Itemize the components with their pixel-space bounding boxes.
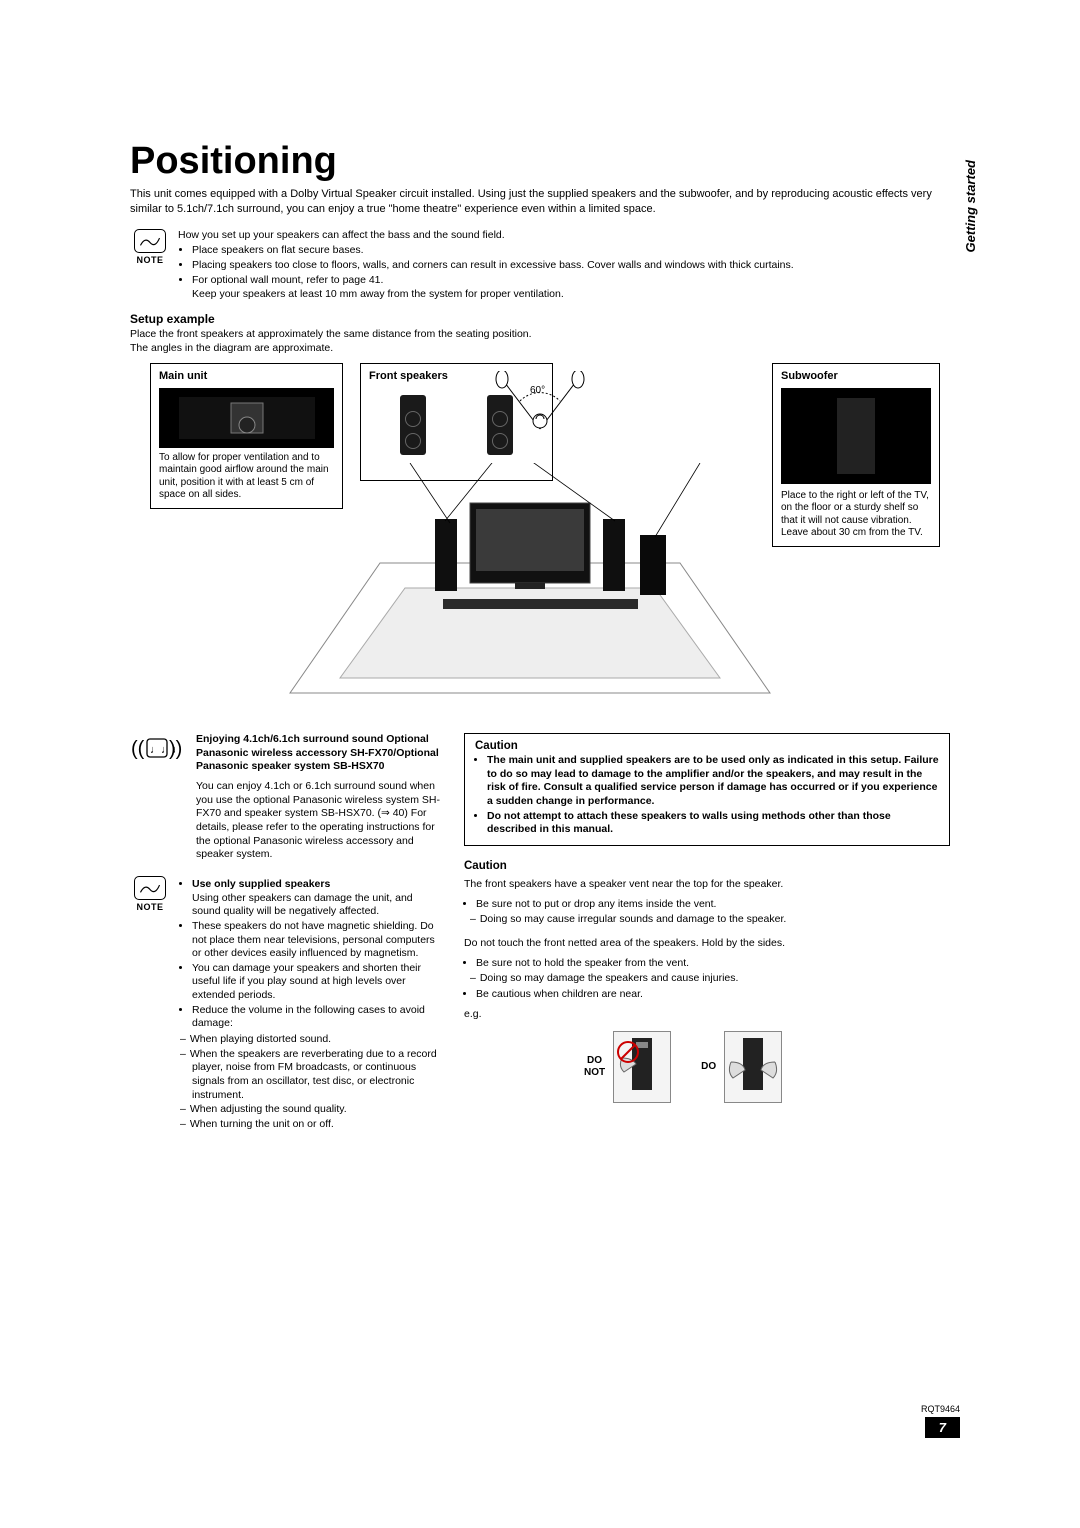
damage-item: You can damage your speakers and shorten… xyxy=(192,962,440,1003)
room-perspective xyxy=(280,463,780,723)
doc-code: RQT9464 xyxy=(921,1404,960,1414)
caution2-p2: Do not touch the front netted area of th… xyxy=(464,937,950,951)
caution2-title: Caution xyxy=(464,860,950,872)
dash-d4: When turning the unit on or off. xyxy=(192,1118,440,1132)
dash-d2: When the speakers are reverberating due … xyxy=(192,1048,440,1103)
caution2-eg: e.g. xyxy=(464,1008,950,1022)
note-label: NOTE xyxy=(136,255,163,265)
do-not-figure xyxy=(613,1031,671,1103)
section-tab: Getting started xyxy=(963,160,978,252)
note-b2: Placing speakers too close to floors, wa… xyxy=(192,259,794,273)
caution2-b1: Be sure not to put or drop any items ins… xyxy=(476,898,950,912)
caution2-b3: Be cautious when children are near. xyxy=(476,988,950,1002)
do-label: DO xyxy=(701,1061,716,1073)
page-title: Positioning xyxy=(130,140,950,183)
caution1-b2: Do not attempt to attach these speakers … xyxy=(487,810,939,837)
caution2-d1: Doing so may cause irregular sounds and … xyxy=(482,913,950,927)
note-icon xyxy=(134,876,166,900)
caution2-b2: Be sure not to hold the speaker from the… xyxy=(476,957,950,971)
caution2-p1: The front speakers have a speaker vent n… xyxy=(464,878,950,892)
do-dont-row: DONOT DO xyxy=(464,1031,950,1103)
do-not-label: DONOT xyxy=(584,1055,605,1079)
note-tail: Keep your speakers at least 10 mm away f… xyxy=(192,288,794,302)
use-only-item: Use only supplied speakersUsing other sp… xyxy=(192,878,440,919)
caution-box-1: Caution The main unit and supplied speak… xyxy=(464,733,950,846)
enjoy-text: You can enjoy 4.1ch or 6.1ch surround so… xyxy=(196,780,440,862)
subwoofer-box: Subwoofer Place to the right or left of … xyxy=(772,363,940,547)
dash-d3: When adjusting the sound quality. xyxy=(192,1103,440,1117)
note-icon xyxy=(134,229,166,253)
svg-text:)): )) xyxy=(169,738,182,760)
note-label: NOTE xyxy=(136,902,163,912)
main-unit-thumb xyxy=(159,388,334,448)
note-lead: How you set up your speakers can affect … xyxy=(178,229,794,243)
svg-text:((: (( xyxy=(131,738,145,760)
setup-diagram: Main unit To allow for proper ventilatio… xyxy=(130,363,950,703)
reduce-vol-item: Reduce the volume in the following cases… xyxy=(192,1004,440,1031)
dash-d1: When playing distorted sound. xyxy=(192,1033,440,1047)
enjoy-title: Enjoying 4.1ch/6.1ch surround sound Opti… xyxy=(196,733,440,774)
setup-title: Setup example xyxy=(130,312,950,326)
note-b1: Place speakers on flat secure bases. xyxy=(192,244,794,258)
page-number: 7 xyxy=(925,1417,960,1438)
magnetic-item: These speakers do not have magnetic shie… xyxy=(192,920,440,961)
caution2-d2: Doing so may damage the speakers and cau… xyxy=(482,972,950,986)
angle-figure: 60° xyxy=(480,371,600,431)
subwoofer-thumb xyxy=(781,388,931,484)
caution1-b1: The main unit and supplied speakers are … xyxy=(487,754,939,809)
page-footer: RQT9464 7 xyxy=(921,1404,960,1438)
top-note: NOTE How you set up your speakers can af… xyxy=(130,229,950,302)
note-b3: For optional wall mount, refer to page 4… xyxy=(192,274,794,288)
intro-text: This unit comes equipped with a Dolby Vi… xyxy=(130,187,950,217)
setup-desc: Place the front speakers at approximatel… xyxy=(130,328,950,355)
do-figure xyxy=(724,1031,782,1103)
music-icon: (( ♩♩♩ )) xyxy=(130,733,184,763)
